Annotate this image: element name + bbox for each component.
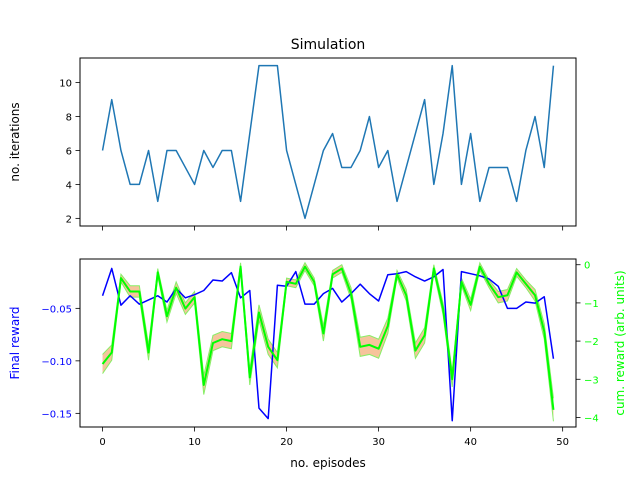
bottom-axes-frame	[79, 258, 577, 428]
top-y-tick-label: 10	[59, 79, 72, 90]
x-tick-label: 20	[280, 437, 293, 448]
right-y-tick-label: −2	[584, 337, 599, 348]
bottom-reward-plot: 0 10 20 30 40 50 −0.15 −0.10 −0.05 −4 −3 −2 −1 0 Fina…	[8, 258, 627, 470]
iterations-line	[101, 64, 555, 220]
top-axes-frame	[79, 57, 577, 227]
bottom-y-tick-label: −0.05	[41, 304, 72, 315]
bottom-y-tick-label: −0.15	[41, 409, 72, 420]
x-axis-label: no. episodes	[290, 456, 366, 470]
x-tick-label: 0	[99, 437, 105, 448]
right-y-tick-label: −3	[584, 375, 599, 386]
top-y-tick-label: 8	[66, 113, 72, 124]
top-y-tick-label: 6	[66, 146, 72, 157]
bottom-y-tick-label: −0.10	[41, 357, 72, 368]
right-y-tick-label: −4	[584, 413, 599, 424]
bottom-left-y-axis-label: Final reward	[8, 306, 22, 379]
cumulative-reward-line	[101, 265, 555, 410]
bottom-series-lines	[101, 265, 555, 422]
x-tick-label: 40	[464, 437, 477, 448]
x-tick-label: 50	[556, 437, 569, 448]
top-y-axis-label: no. iterations	[8, 102, 22, 181]
bottom-right-y-axis-label: cum. reward (arb. units)	[613, 270, 627, 415]
right-y-tick-label: −1	[584, 299, 599, 310]
x-tick-label: 30	[372, 437, 385, 448]
top-iterations-plot: 2 4 6 8 10 no. iterations	[8, 57, 577, 231]
top-y-tick-label: 4	[66, 180, 72, 191]
right-y-tick-label: 0	[584, 261, 590, 272]
x-tick-label: 10	[188, 437, 201, 448]
chart-title: Simulation	[291, 37, 366, 53]
top-y-tick-label: 2	[66, 214, 72, 225]
top-axis-ticks: 2 4 6 8 10	[59, 79, 564, 231]
bottom-axis-ticks: 0 10 20 30 40 50 −0.15 −0.10 −0.05 −4 −3 −2 −1 0	[41, 261, 598, 448]
top-series-lines	[101, 64, 555, 220]
